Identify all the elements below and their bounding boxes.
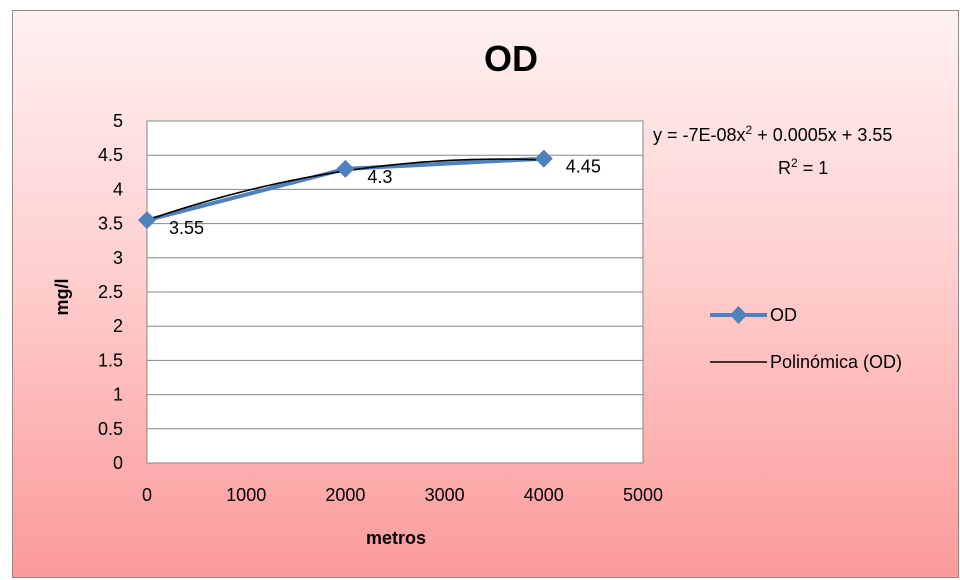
y-tick-label: 1.5: [98, 350, 123, 370]
od-chart: OD metros mg/l y = -7E-08x2 + 0.0005x + …: [52, 38, 902, 548]
legend-od-marker: [730, 306, 747, 324]
r-squared-label: R: [778, 158, 791, 178]
trendline-equation: y = -7E-08x2 + 0.0005x + 3.55: [653, 123, 892, 145]
legend-od-label: OD: [770, 305, 797, 325]
y-tick-label: 4.5: [98, 145, 123, 165]
chart-title: OD: [484, 38, 538, 79]
r-squared-exponent: 2: [791, 156, 798, 170]
od-point-marker: [534, 149, 553, 168]
legend-trendline-label: Polinómica (OD): [770, 352, 902, 372]
od-data-label: 4.3: [367, 167, 392, 187]
x-tick-label: 1000: [226, 485, 266, 505]
trendline-r-squared: R2 = 1: [778, 156, 828, 178]
x-tick-label: 4000: [524, 485, 564, 505]
y-tick-label: 0.5: [98, 419, 123, 439]
y-tick-label: 3: [113, 248, 123, 268]
od-data-label: 3.55: [169, 218, 204, 238]
od-point-marker: [336, 159, 355, 178]
y-tick-label: 2: [113, 316, 123, 336]
r-squared-value: = 1: [798, 158, 829, 178]
chart-frame: OD metros mg/l y = -7E-08x2 + 0.0005x + …: [12, 10, 959, 578]
od-data-label: 4.45: [566, 157, 601, 177]
trendline-equation-exponent: 2: [746, 123, 753, 137]
x-tick-label: 2000: [325, 485, 365, 505]
x-axis-label: metros: [366, 528, 426, 548]
y-tick-label: 3.5: [98, 214, 123, 234]
legend: OD Polinómica (OD): [710, 305, 902, 372]
y-tick-label: 0: [113, 453, 123, 473]
y-tick-label: 1: [113, 385, 123, 405]
x-tick-label: 3000: [425, 485, 465, 505]
od-point-marker: [138, 211, 156, 230]
trendline-equation-main: y = -7E-08x: [653, 125, 746, 145]
trendline-equation-rest: + 0.0005x + 3.55: [752, 125, 892, 145]
x-tick-label: 0: [142, 485, 152, 505]
x-tick-label: 5000: [623, 485, 663, 505]
y-tick-label: 2.5: [98, 282, 123, 302]
y-axis-label: mg/l: [52, 278, 72, 315]
y-tick-label: 5: [113, 111, 123, 131]
y-tick-label: 4: [113, 179, 123, 199]
